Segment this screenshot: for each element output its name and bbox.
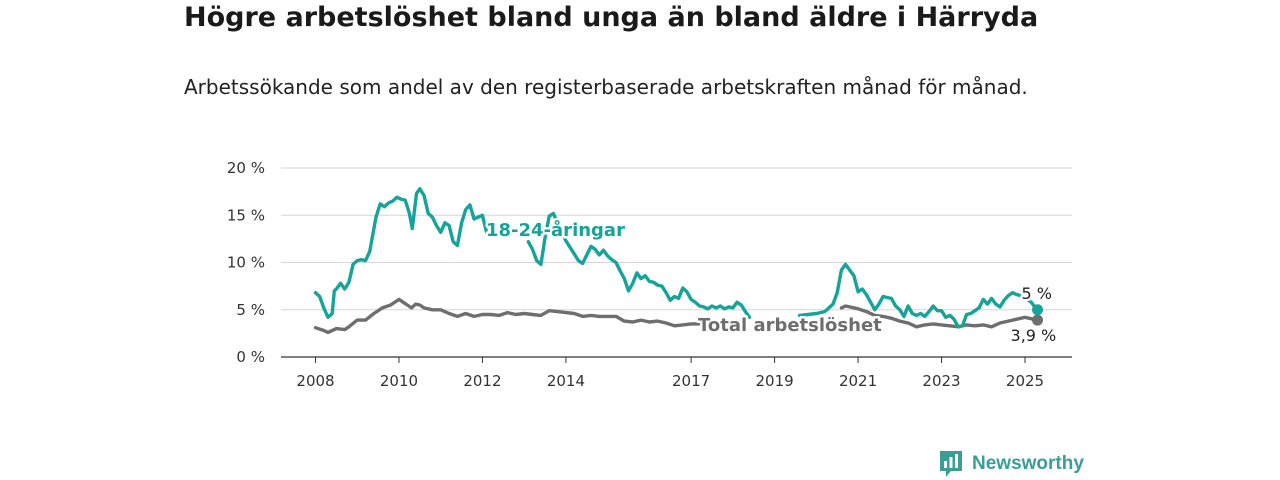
y-tick-label: 20 % xyxy=(227,159,265,177)
end-value-label-18-24: 5 % xyxy=(1022,284,1052,303)
x-tick-label: 2010 xyxy=(380,372,418,390)
x-tick-label: 2019 xyxy=(755,372,793,390)
series-label-total: Total arbetslöshet xyxy=(698,315,882,336)
chart-title: Högre arbetslöshet bland unga än bland ä… xyxy=(184,2,1039,33)
series-line-18-24 xyxy=(526,211,752,319)
y-tick-label: 0 % xyxy=(236,348,265,366)
endpoint-total xyxy=(1032,314,1044,326)
y-tick-label: 10 % xyxy=(227,254,265,272)
x-tick-label: 2014 xyxy=(547,372,585,390)
y-tick-label: 5 % xyxy=(236,301,265,319)
endpoint-18-24 xyxy=(1032,304,1044,316)
x-tick-label: 2025 xyxy=(1006,372,1044,390)
series-line-total xyxy=(839,304,1040,329)
brand-logo[interactable]: Newsworthy xyxy=(938,448,1084,480)
x-tick-label: 2021 xyxy=(839,372,877,390)
series-line-18-24 xyxy=(313,187,489,319)
x-tick-label: 2023 xyxy=(922,372,960,390)
end-value-label-total: 3,9 % xyxy=(1011,326,1057,345)
series-label-18-24: 18-24-åringar xyxy=(486,219,625,241)
x-tick-label: 2012 xyxy=(463,372,501,390)
x-tick-label: 2008 xyxy=(296,372,334,390)
series-line-total xyxy=(313,297,714,335)
newsworthy-bar-chart-logo-icon xyxy=(940,451,962,477)
y-tick-label: 15 % xyxy=(227,206,265,224)
chart-subtitle: Arbetssökande som andel av den registerb… xyxy=(184,75,1028,99)
x-tick-label: 2017 xyxy=(672,372,710,390)
brand-name: Newsworthy xyxy=(972,453,1084,474)
series-line-18-24 xyxy=(797,262,1040,329)
